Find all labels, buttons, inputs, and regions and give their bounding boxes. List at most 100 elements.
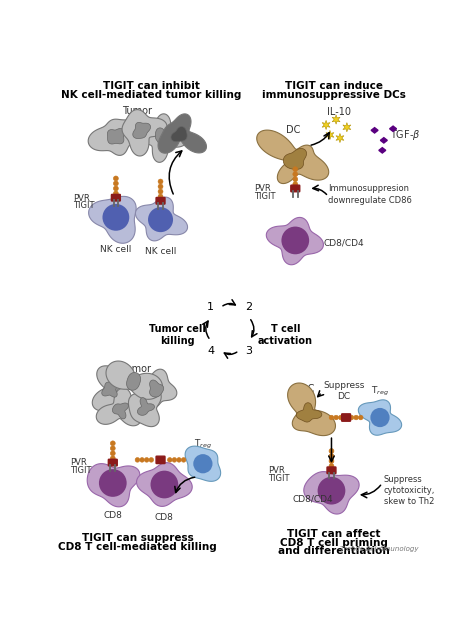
Text: T cell
activation: T cell activation [258,324,313,346]
Circle shape [151,470,178,499]
Polygon shape [88,119,142,155]
Circle shape [110,446,115,451]
Text: CD8: CD8 [103,512,122,520]
Polygon shape [185,446,220,481]
Polygon shape [326,130,334,140]
Text: T$_{reg}$: T$_{reg}$ [194,437,212,451]
FancyBboxPatch shape [156,197,165,204]
Polygon shape [127,373,141,390]
Text: 4: 4 [207,346,214,356]
FancyBboxPatch shape [291,185,300,192]
Circle shape [334,415,338,420]
Circle shape [293,182,298,187]
Text: 3: 3 [246,346,253,356]
Polygon shape [128,389,161,427]
Text: CD8 T cell priming: CD8 T cell priming [280,538,388,548]
Circle shape [113,181,118,186]
Polygon shape [96,388,141,426]
Polygon shape [296,402,322,422]
Circle shape [338,415,343,420]
Text: 2: 2 [246,303,253,313]
Circle shape [110,456,115,461]
Polygon shape [92,366,129,412]
Circle shape [110,441,115,446]
Circle shape [370,408,390,427]
Circle shape [349,415,354,420]
Text: DC: DC [300,384,314,394]
Polygon shape [87,464,140,507]
Text: 1: 1 [207,303,214,313]
Polygon shape [266,217,323,265]
Text: IL-10: IL-10 [327,107,351,117]
Circle shape [145,457,149,462]
Circle shape [177,457,182,462]
Circle shape [102,204,129,231]
Polygon shape [343,123,351,132]
FancyBboxPatch shape [327,467,336,474]
Text: CD8/CD4: CD8/CD4 [324,238,365,247]
Circle shape [149,457,154,462]
Polygon shape [137,397,155,416]
Circle shape [182,457,186,462]
Circle shape [239,298,259,318]
Circle shape [358,415,363,420]
FancyBboxPatch shape [156,456,165,464]
Text: Tumor cell
killing: Tumor cell killing [149,324,206,346]
Polygon shape [358,400,401,435]
Polygon shape [371,128,378,133]
Circle shape [158,189,163,194]
Text: CD8/CD4: CD8/CD4 [293,495,334,504]
Polygon shape [380,138,387,143]
Polygon shape [390,126,397,132]
Polygon shape [150,380,164,397]
Circle shape [167,457,172,462]
Circle shape [329,454,334,459]
Text: Trends in Immunology: Trends in Immunology [340,546,419,552]
FancyBboxPatch shape [111,195,120,201]
Circle shape [113,191,118,196]
Circle shape [140,457,145,462]
Text: PVR: PVR [255,184,271,193]
Polygon shape [89,197,136,243]
Text: CD8: CD8 [155,513,174,522]
Circle shape [239,341,259,361]
Text: Tumor: Tumor [122,105,153,115]
Polygon shape [108,129,124,144]
Text: and differentiation: and differentiation [278,546,390,556]
Polygon shape [102,381,118,397]
Text: TIGIT: TIGIT [70,466,91,475]
Circle shape [172,457,177,462]
Polygon shape [322,120,330,130]
Text: NK cell-mediated tumor killing: NK cell-mediated tumor killing [61,89,241,99]
Circle shape [282,227,309,255]
Text: DC: DC [286,125,300,135]
Text: TIGIT can suppress: TIGIT can suppress [82,533,193,543]
Polygon shape [139,114,187,162]
Circle shape [201,298,220,318]
Polygon shape [257,130,328,183]
Polygon shape [158,114,207,154]
Polygon shape [336,134,344,143]
Text: PVR: PVR [70,459,86,467]
Polygon shape [133,122,151,139]
Circle shape [135,457,140,462]
Text: TIGIT can induce: TIGIT can induce [285,81,383,91]
Text: TIGIT: TIGIT [255,192,276,201]
Circle shape [293,177,298,182]
Polygon shape [283,149,307,169]
Text: TIGIT: TIGIT [73,202,94,210]
Text: Tumor: Tumor [121,364,151,374]
Polygon shape [122,110,167,156]
Polygon shape [135,369,177,409]
Circle shape [293,167,298,172]
Text: PVR: PVR [73,193,90,203]
Circle shape [193,454,212,474]
Text: T$_{reg}$: T$_{reg}$ [371,384,389,397]
Text: TIGIT: TIGIT [268,474,290,483]
Polygon shape [155,128,169,149]
Circle shape [329,464,334,469]
FancyBboxPatch shape [109,459,117,466]
Polygon shape [112,403,128,419]
Text: immunosuppressive DCs: immunosuppressive DCs [262,89,406,99]
Polygon shape [171,127,187,142]
